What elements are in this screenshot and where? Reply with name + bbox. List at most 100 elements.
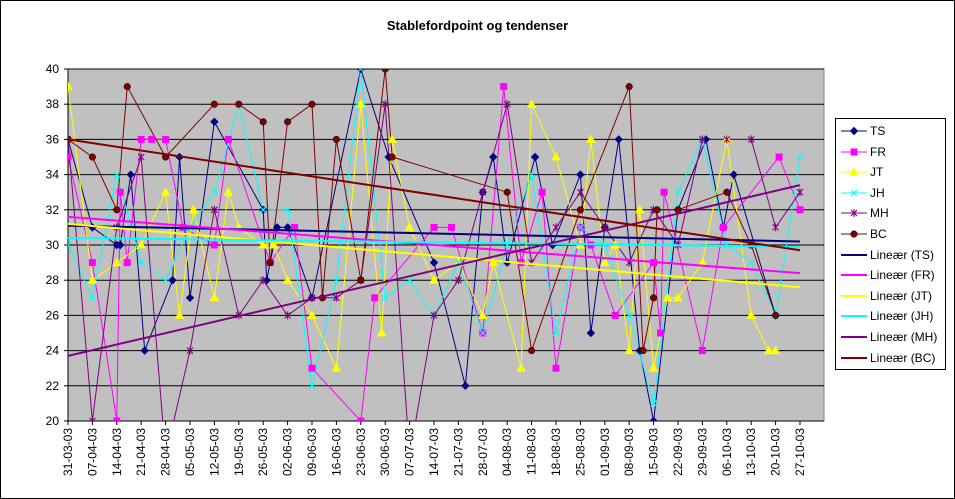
data-point-fr	[430, 223, 438, 231]
data-point-jh	[552, 329, 560, 337]
x-tick-label: 07-07-03	[403, 428, 417, 476]
x-tick-label: 09-06-03	[305, 428, 319, 476]
legend-marker	[850, 148, 858, 156]
legend-label: TS	[870, 124, 886, 138]
x-tick-label: 04-08-03	[500, 428, 514, 476]
data-point-mh	[430, 311, 438, 320]
data-point-jh	[162, 276, 170, 284]
data-point-jt	[258, 239, 269, 249]
data-point-fr	[137, 135, 145, 143]
data-point-ts	[185, 293, 195, 303]
x-tick-label: 26-05-03	[256, 428, 270, 476]
data-point-bc	[123, 83, 131, 91]
data-point-fr	[657, 329, 665, 337]
x-tick-label: 02-06-03	[281, 428, 295, 476]
data-point-mh	[772, 223, 779, 232]
trendline-linerbc	[68, 138, 801, 252]
legend-label: Lineær (FR)	[870, 268, 935, 283]
y-tick-label: 24	[46, 344, 60, 358]
x-tick-label: 13-10-03	[744, 428, 758, 476]
data-point-bc	[772, 311, 780, 319]
x-tick-label: 14-04-03	[110, 428, 124, 476]
data-point-bc	[332, 135, 340, 143]
data-point-fr	[796, 206, 804, 214]
data-point-fr	[719, 223, 727, 231]
data-point-jt	[526, 99, 537, 108]
data-point-mh	[577, 188, 584, 197]
x-tick-label: 28-04-03	[159, 428, 173, 476]
legend-marker	[849, 167, 859, 176]
x-tick-label: 19-05-03	[232, 428, 246, 476]
data-point-bc	[88, 153, 96, 161]
x-tick-label: 08-09-03	[622, 428, 636, 476]
data-point-fr	[500, 83, 508, 91]
data-point-mh	[333, 293, 340, 302]
legend-label: MH	[870, 206, 889, 221]
data-point-jt	[673, 292, 683, 302]
data-point-jh	[406, 276, 414, 284]
data-point-jt	[477, 310, 488, 319]
x-tick-label: 11-08-03	[525, 428, 539, 475]
data-point-bc	[653, 206, 661, 214]
x-tick-label: 29-09-03	[695, 428, 709, 476]
data-point-jt	[111, 257, 122, 267]
legend-swatch	[841, 209, 867, 218]
data-point-jt	[551, 151, 561, 161]
x-tick-label: 25-08-03	[573, 428, 587, 476]
legend-label: JH	[870, 185, 885, 200]
x-tick-label: 01-09-03	[598, 428, 612, 476]
data-point-jh	[357, 69, 365, 73]
legend-swatch	[841, 167, 867, 176]
legend-label: FR	[870, 144, 886, 159]
data-point-mh	[747, 135, 755, 144]
data-point-ts	[614, 135, 623, 144]
y-tick-label: 32	[46, 203, 60, 217]
data-point-jh	[479, 329, 487, 337]
x-tick-label: 23-06-03	[354, 428, 368, 476]
data-point-jt	[355, 99, 366, 108]
data-point-mh	[211, 205, 218, 214]
legend-swatch	[841, 294, 867, 297]
legend-entry: JH	[836, 183, 946, 203]
data-point-fr	[660, 188, 668, 196]
data-point-jh	[113, 171, 121, 179]
trendline-linerfr	[68, 215, 801, 275]
y-tick-label: 22	[46, 379, 60, 393]
data-point-jt	[624, 345, 635, 355]
data-point-mh	[699, 135, 706, 144]
x-tick-label: 21-04-03	[134, 428, 148, 476]
data-point-mh	[723, 135, 731, 144]
data-point-ts	[210, 117, 219, 127]
data-point-bc	[625, 83, 633, 91]
data-point-fr	[611, 311, 619, 319]
legend-entry: Lineær (JT)	[836, 286, 946, 306]
y-tick-label: 28	[46, 273, 60, 287]
data-point-jt	[268, 239, 279, 249]
data-point-mh	[503, 100, 511, 109]
data-point-jt	[429, 275, 439, 284]
data-point-bc	[235, 100, 243, 108]
data-point-jh	[674, 188, 682, 196]
data-point-jt	[136, 239, 147, 249]
legend-marker	[850, 209, 858, 218]
data-point-fr	[123, 259, 131, 267]
data-point-bc	[388, 153, 396, 161]
data-point-jh	[88, 294, 96, 302]
y-tick-label: 26	[46, 308, 60, 322]
data-point-fr	[162, 135, 170, 143]
data-point-fr	[371, 294, 379, 302]
x-tick-label: 18-08-03	[549, 428, 563, 476]
x-tick-label: 22-09-03	[671, 428, 685, 476]
data-point-jh	[625, 311, 633, 319]
x-tick-label: 14-07-03	[427, 428, 441, 476]
legend-label: Lineær (JT)	[870, 288, 933, 303]
data-point-ts	[461, 381, 470, 391]
data-point-bc	[210, 100, 218, 108]
x-tick-label: 05-05-03	[183, 428, 197, 476]
legend-entry: Lineær (MH)	[836, 327, 946, 347]
x-tick-label: 15-09-03	[647, 428, 661, 476]
data-point-jh	[137, 259, 145, 267]
data-point-mh	[89, 417, 96, 421]
data-point-bc	[308, 100, 316, 108]
data-point-mh	[455, 276, 462, 285]
